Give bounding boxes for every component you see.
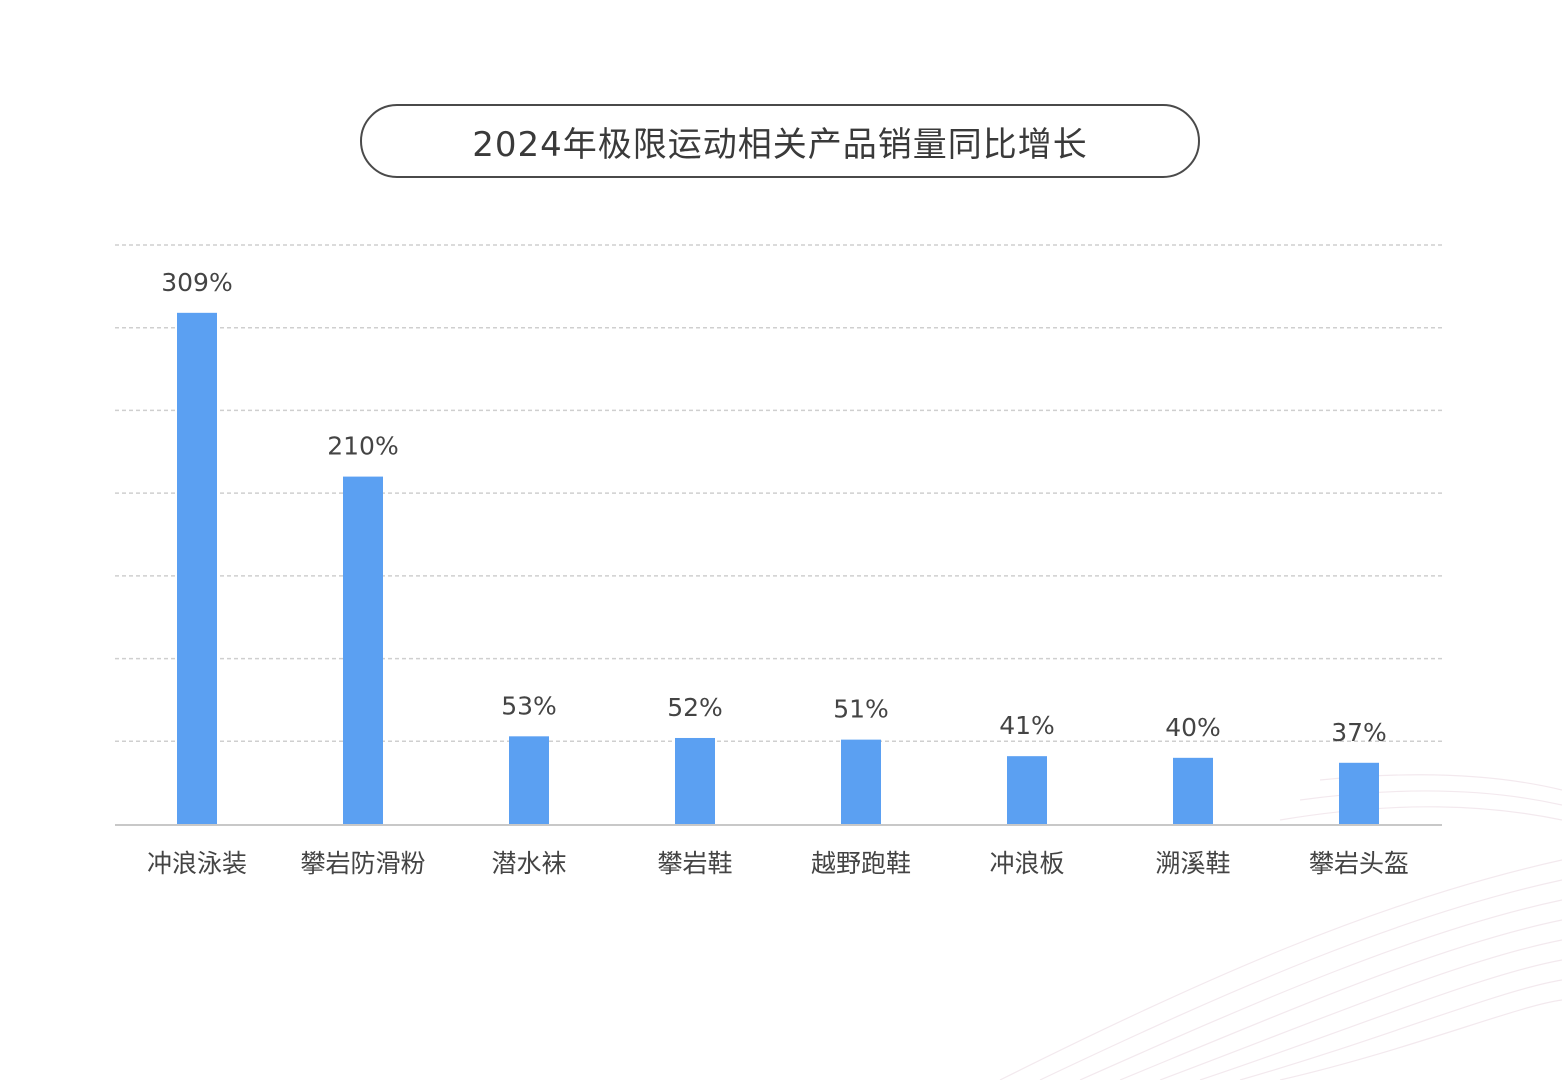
x-tick-label-1: 攀岩防滑粉: [300, 849, 425, 878]
x-tick-label-0: 冲浪泳装: [147, 849, 247, 878]
x-tick-label-2: 潜水袜: [491, 849, 566, 878]
bar-5: [1007, 756, 1047, 824]
data-label-4: 51%: [833, 695, 889, 724]
data-label-0: 309%: [161, 268, 232, 297]
x-tick-label-6: 溯溪鞋: [1155, 849, 1230, 878]
data-labels: 309% 210% 53% 52% 51% 41% 40% 37%: [161, 268, 1387, 747]
data-label-1: 210%: [327, 432, 398, 461]
x-tick-label-3: 攀岩鞋: [657, 849, 732, 878]
data-label-7: 37%: [1331, 718, 1387, 747]
x-tick-label-5: 冲浪板: [989, 849, 1064, 878]
data-label-3: 52%: [667, 693, 723, 722]
chart-title: 2024年极限运动相关产品销量同比增长: [472, 124, 1088, 165]
x-tick-label-4: 越野跑鞋: [811, 849, 911, 878]
bar-7: [1339, 762, 1379, 824]
data-label-5: 41%: [999, 711, 1055, 740]
x-axis: 冲浪泳装 攀岩防滑粉 潜水袜 攀岩鞋 越野跑鞋 冲浪板 溯溪鞋 攀岩头盔: [115, 824, 1442, 878]
bar-4: [841, 739, 881, 824]
x-tick-label-7: 攀岩头盔: [1309, 849, 1409, 878]
bar-6: [1173, 757, 1213, 824]
bars: [177, 312, 1379, 824]
gridlines: [115, 244, 1442, 743]
bar-1: [343, 476, 383, 824]
chart-title-box: 2024年极限运动相关产品销量同比增长: [360, 104, 1200, 178]
bar-0: [177, 312, 217, 824]
data-label-6: 40%: [1165, 713, 1221, 742]
bar-3: [675, 737, 715, 824]
data-label-2: 53%: [501, 691, 557, 720]
bar-2: [509, 736, 549, 824]
